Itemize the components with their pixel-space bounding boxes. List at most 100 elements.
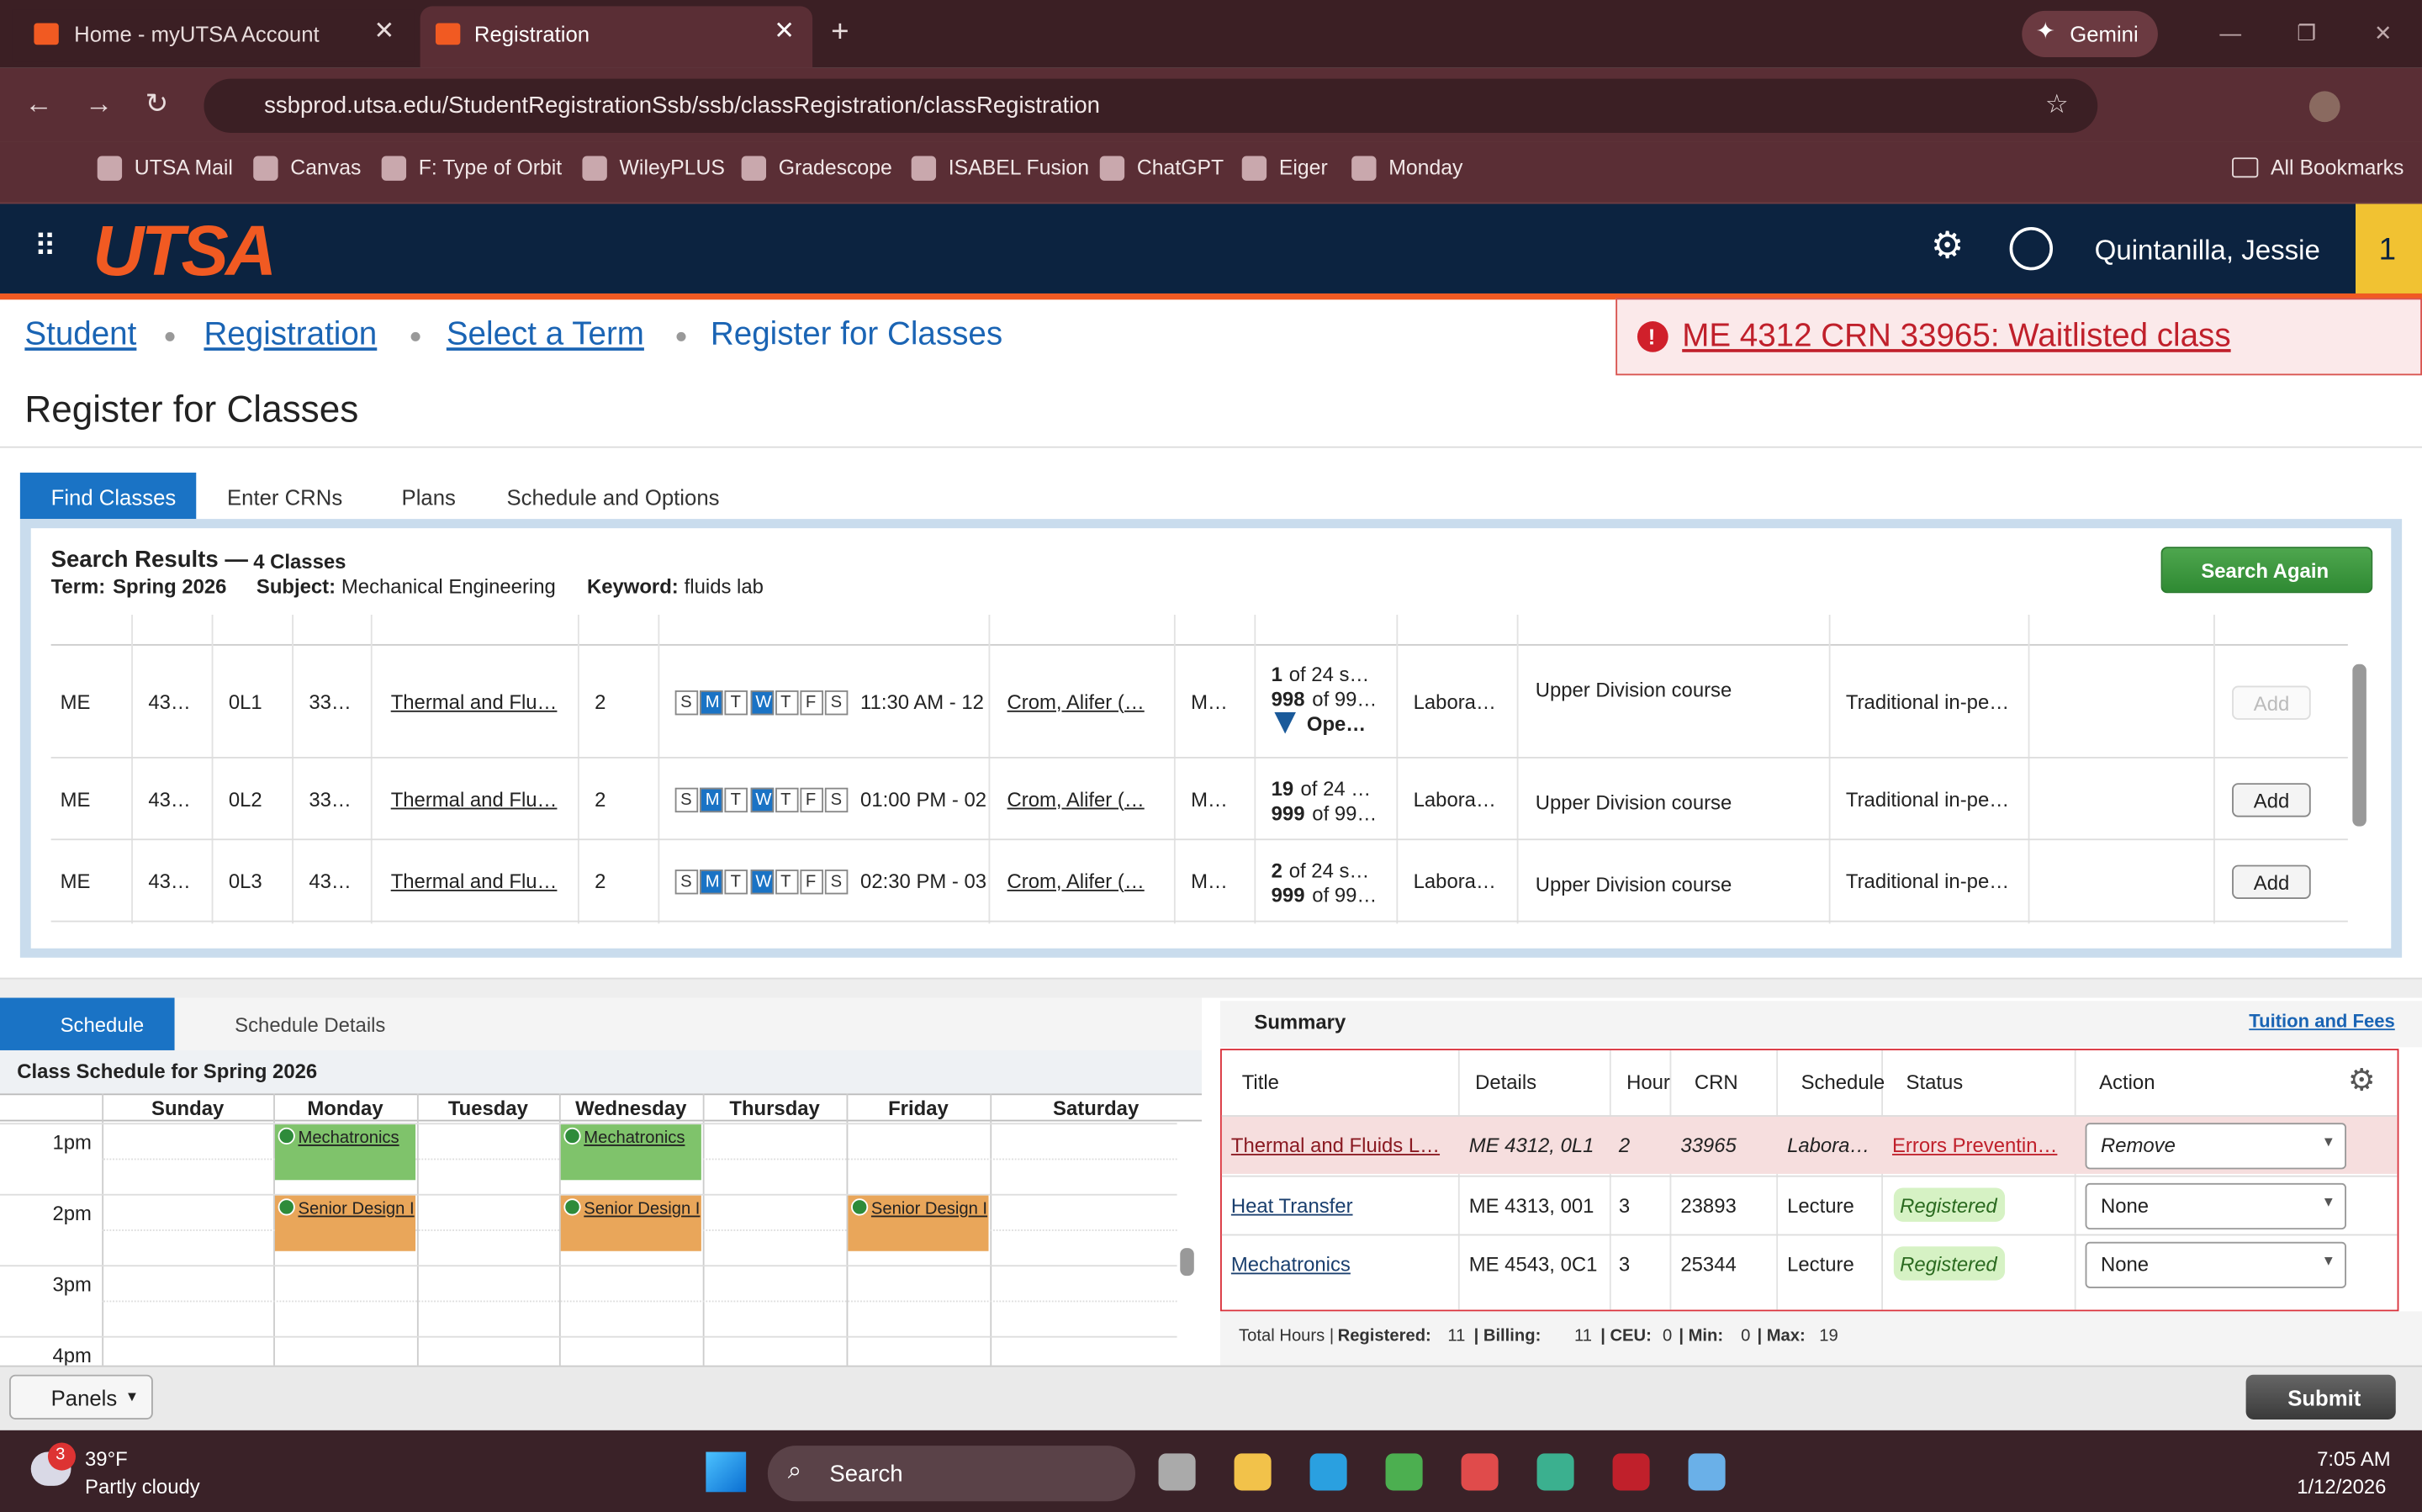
cell-title[interactable]: Thermal and Flu… [390,690,558,713]
bookmark[interactable]: Monday [1388,156,1463,180]
breadcrumb[interactable]: Student [24,316,137,352]
add-button[interactable] [2232,864,2311,899]
new-tab[interactable]: + [831,15,849,50]
tab-button[interactable] [19,473,197,520]
total-name: | CEU: [1600,1326,1652,1345]
schedule-tab[interactable]: Schedule Details [235,1012,386,1037]
action-select[interactable] [2085,1123,2346,1170]
tab-label[interactable]: Enter CRNs [226,484,343,510]
breadcrumb[interactable]: Select a Term [446,316,644,352]
class-block[interactable] [274,1124,416,1181]
tuition-link[interactable]: Tuition and Fees [2249,1010,2395,1032]
tab-title[interactable]: Home - myUTSA Account [74,21,320,47]
taskbar-app[interactable] [1158,1453,1196,1491]
avatar[interactable] [2308,91,2340,123]
action-select[interactable] [2085,1241,2346,1288]
add-label[interactable]: Add [2253,788,2290,812]
breadcrumb-sep [676,331,686,341]
submit-label[interactable]: Submit [2287,1385,2361,1410]
settings-icon[interactable]: ⚙ [1930,225,1965,267]
panels-label[interactable]: Panels [50,1385,118,1410]
summary-title[interactable]: Thermal and Fluids L… [1230,1134,1441,1157]
schedule-tab-active[interactable] [0,997,175,1050]
tab-close[interactable]: ✕ [373,19,395,45]
logo[interactable]: UTSA [93,209,277,291]
class-title[interactable]: Senior Design I [298,1200,415,1219]
window-control[interactable]: ❐ [2297,19,2317,45]
cell-instructor[interactable]: Crom, Alifer (… [1007,869,1145,892]
tab-active[interactable] [420,6,813,68]
class-title[interactable]: Senior Design I [584,1200,701,1219]
summary-col-sep [1457,1049,1460,1310]
cell-subject: ME [60,690,91,713]
nav-button[interactable]: ↻ [145,87,169,119]
start-button[interactable] [706,1451,747,1493]
submit-button[interactable] [2245,1374,2396,1419]
tab[interactable] [12,9,415,62]
taskbar-search[interactable] [767,1446,1135,1502]
user-name[interactable]: Quintanilla, Jessie [2094,235,2320,266]
bookmark[interactable]: WileyPLUS [619,156,725,180]
gear-icon[interactable]: ⚙ [2347,1064,2376,1098]
summary-status[interactable]: Errors Preventin… [1891,1134,2058,1157]
address-bar[interactable] [204,78,2098,133]
nav-button[interactable]: → [85,87,114,119]
bookmark[interactable]: ISABEL Fusion [948,156,1089,180]
bookmark[interactable]: Canvas [290,156,362,180]
class-block[interactable] [274,1195,416,1251]
cell-title[interactable]: Thermal and Flu… [390,869,558,892]
cell-schedule-type: Labora… [1413,869,1496,892]
schedule-tab[interactable]: Schedule [60,1012,145,1037]
alert-link[interactable]: ME 4312 CRN 33965: Waitlisted class [1682,318,2231,354]
action-value[interactable]: None [2100,1193,2150,1218]
action-value[interactable]: None [2100,1252,2150,1277]
tab-title[interactable]: Registration [473,21,590,47]
window-control[interactable]: — [2219,19,2242,45]
nav-button[interactable]: ← [24,87,53,119]
summary-title[interactable]: Heat Transfer [1230,1193,1353,1218]
taskbar-app[interactable] [1309,1453,1347,1491]
bookmark[interactable]: ChatGPT [1136,156,1224,180]
tab-close[interactable]: ✕ [774,19,795,45]
all-bookmarks[interactable]: All Bookmarks [2270,156,2404,180]
taskbar-app[interactable] [1234,1453,1272,1491]
class-block[interactable] [560,1124,701,1181]
summary-title[interactable]: Mechatronics [1230,1252,1351,1277]
gemini-label[interactable]: Gemini [2070,21,2139,47]
cell-title[interactable]: Thermal and Flu… [390,786,558,811]
apps-icon[interactable]: ⠿ [34,230,57,265]
bookmark[interactable]: F: Type of Orbit [418,156,563,180]
class-block[interactable] [848,1195,989,1251]
action-value[interactable]: Remove [2100,1134,2176,1157]
taskbar-app[interactable] [1688,1453,1726,1491]
class-title[interactable]: Senior Design I [870,1200,988,1219]
taskbar-app[interactable] [1612,1453,1650,1491]
cell-instructor[interactable]: Crom, Alifer (… [1007,690,1145,713]
taskbar-app[interactable] [1461,1453,1499,1491]
breadcrumb[interactable]: Registration [204,316,378,352]
cell-attribute: Upper Division course [1535,678,1732,701]
window-control[interactable]: ✕ [2374,19,2393,45]
star[interactable]: ☆ [2044,89,2069,119]
class-block[interactable] [560,1195,701,1251]
bookmark[interactable]: UTSA Mail [134,156,233,180]
tab-label[interactable]: Find Classes [50,484,177,510]
cell-instructor[interactable]: Crom, Alifer (… [1007,786,1145,811]
add-button[interactable] [2232,782,2311,817]
taskbar-search-label[interactable]: Search [829,1461,903,1488]
class-title[interactable]: Mechatronics [298,1129,399,1148]
tab-label[interactable]: Schedule and Options [506,484,720,510]
bookmark[interactable]: Eiger [1278,156,1328,180]
action-select[interactable] [2085,1182,2346,1230]
url[interactable]: ssbprod.utsa.edu/StudentRegistrationSsb/… [264,93,1100,119]
taskbar-app[interactable] [1536,1453,1574,1491]
search-again-label[interactable]: Search Again [2201,558,2329,583]
add-label[interactable]: Add [2253,870,2290,894]
search-again[interactable] [2160,547,2373,594]
class-title[interactable]: Mechatronics [584,1129,685,1148]
bookmark[interactable]: Gradescope [778,156,892,180]
tab-label[interactable]: Plans [401,484,456,510]
gemini-button[interactable] [2022,10,2158,57]
taskbar-app[interactable] [1385,1453,1423,1491]
panels-button[interactable] [9,1374,153,1419]
